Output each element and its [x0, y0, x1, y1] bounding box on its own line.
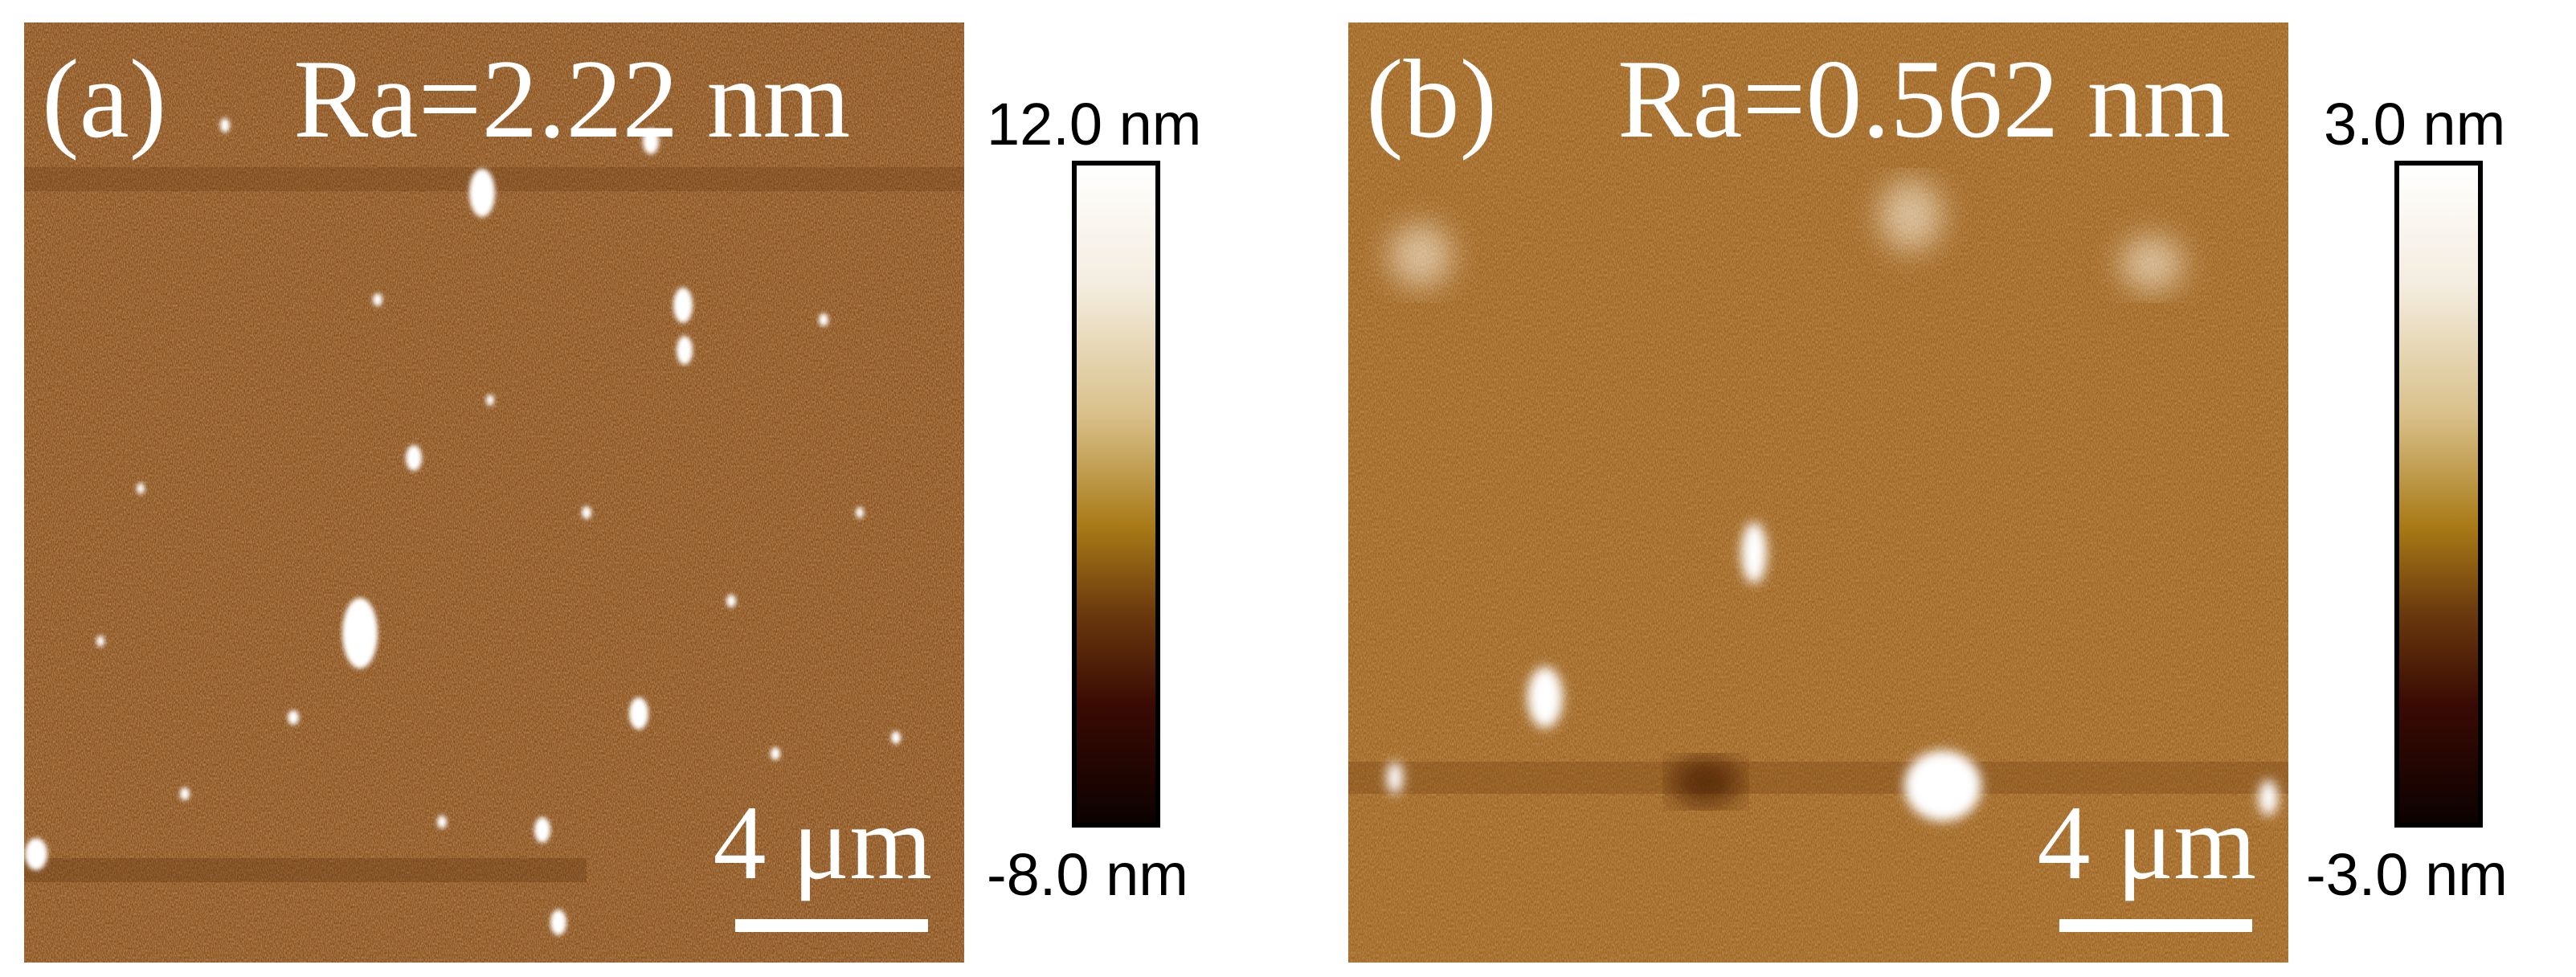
scale-bar-b: [2059, 919, 2252, 932]
afm-image-a: (a) Ra=2.22 nm 4 μm: [24, 22, 964, 963]
roughness-label-a: Ra=2.22 nm: [293, 37, 851, 161]
colorbar-max-label-b: 3.0 nm: [2324, 91, 2506, 157]
afm-image-b: (b) Ra=0.562 nm 4 μm: [1348, 22, 2288, 963]
colorbar-a: [1072, 161, 1160, 828]
scale-bar-label-a: 4 μm: [713, 783, 932, 901]
colorbar-min-label-a: -8.0 nm: [987, 841, 1188, 908]
colorbar-b: [2394, 161, 2483, 828]
afm-topography-a: [24, 22, 964, 963]
panel-label-a: (a): [42, 37, 167, 161]
scale-bar-a: [735, 919, 928, 932]
colorbar-max-label-a: 12.0 nm: [987, 91, 1202, 157]
panel-label-b: (b): [1366, 37, 1498, 161]
colorbar-min-label-b: -3.0 nm: [2306, 841, 2508, 908]
roughness-label-b: Ra=0.562 nm: [1617, 37, 2231, 161]
afm-topography-b: [1348, 22, 2288, 963]
scale-bar-label-b: 4 μm: [2037, 783, 2256, 901]
